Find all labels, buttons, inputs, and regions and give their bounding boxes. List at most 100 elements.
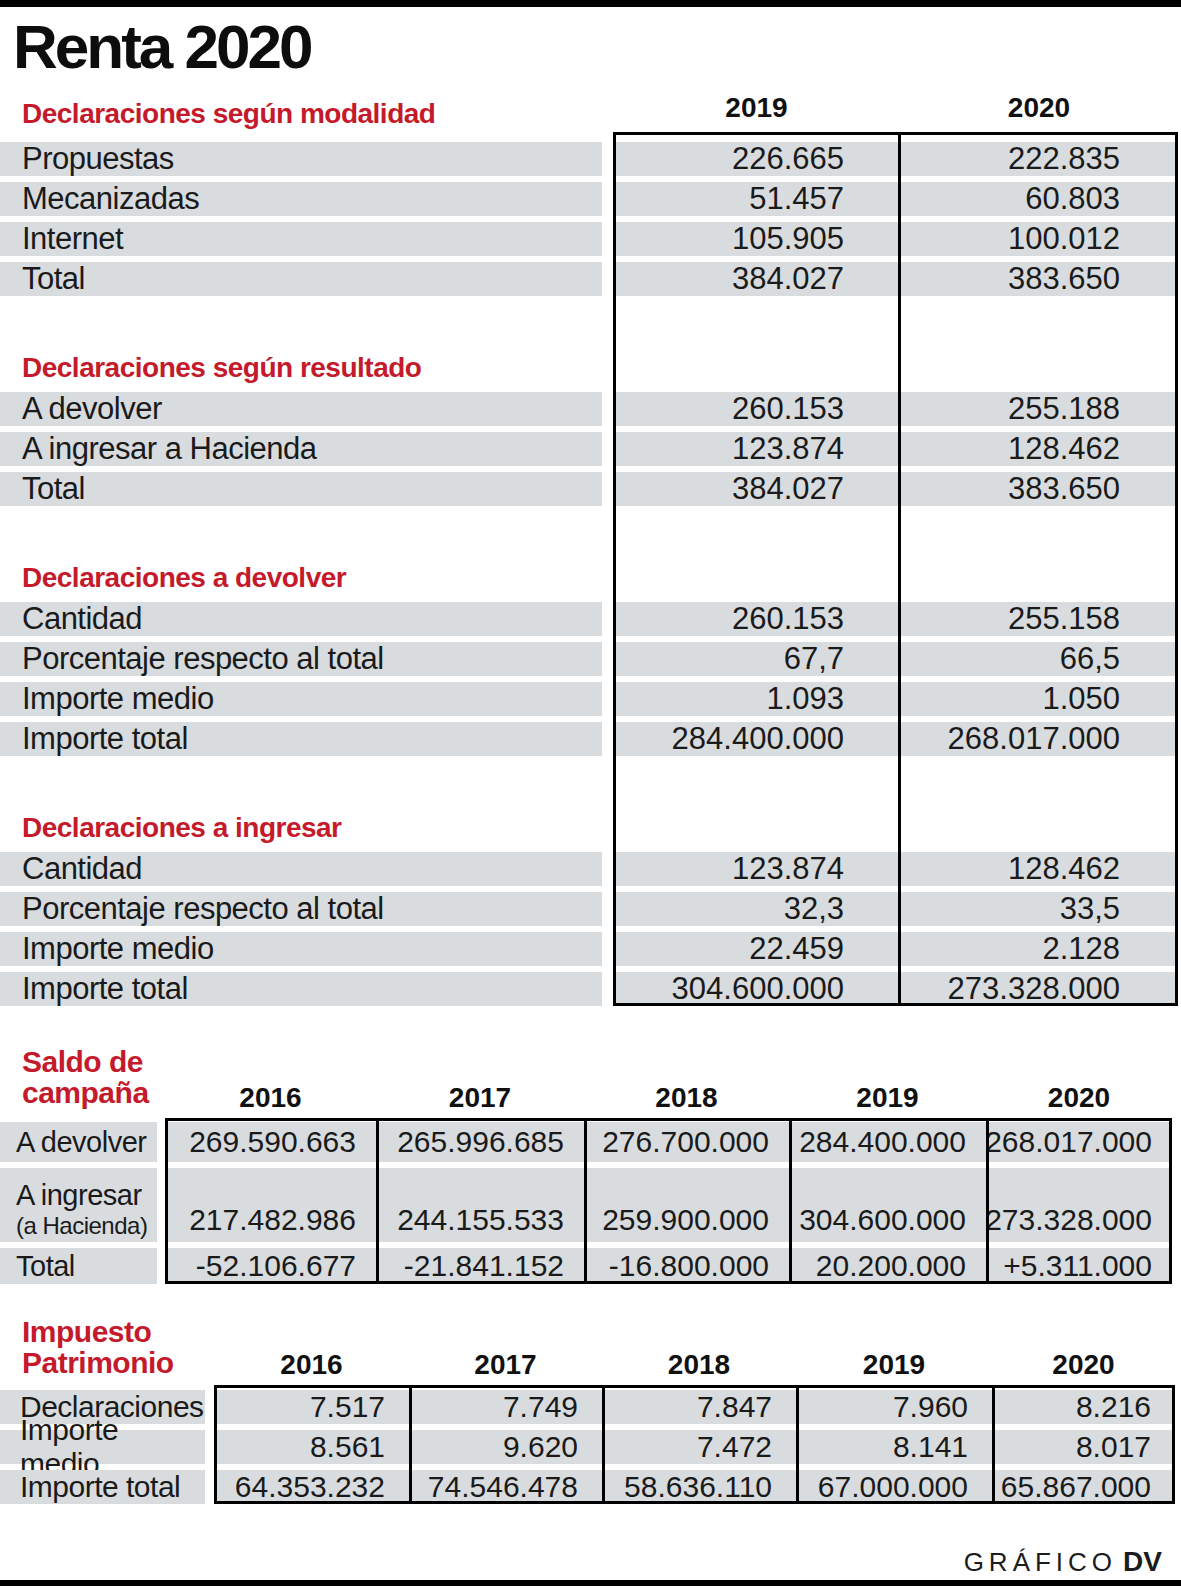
patrimonio-body: Declaraciones 7.517 7.749 7.847 7.960 8.… <box>0 1385 1181 1504</box>
table-row: Importe medio 1.093 1.050 <box>0 682 1181 716</box>
section-title-row: Declaraciones a devolver <box>0 512 1181 602</box>
page-title: Renta 2020 <box>13 16 310 78</box>
cell-value: 284.400.000 <box>613 722 900 756</box>
cell-value: 226.665 <box>613 142 900 176</box>
table-row: Importe total 284.400.000 268.017.000 <box>0 722 1181 756</box>
column-header: 2019 <box>789 1082 986 1114</box>
table-row: Importe total 64.353.232 74.546.478 58.6… <box>0 1470 1181 1504</box>
table-row: Total 384.027 383.650 <box>0 472 1181 506</box>
row-label: A devolver <box>0 1122 157 1162</box>
graphic-credit: GRÁFICODV <box>964 1546 1162 1578</box>
table-row: Total 384.027 383.650 <box>0 262 1181 296</box>
section-title-row: Declaraciones a ingresar <box>0 762 1181 852</box>
cell-value: -16.800.000 <box>584 1248 789 1284</box>
section-title: Declaraciones según resultado <box>22 352 421 384</box>
section-title: Declaraciones a ingresar <box>22 812 342 844</box>
cell-value: 22.459 <box>613 932 900 966</box>
row-label: Propuestas <box>0 142 602 176</box>
cell-value: 284.400.000 <box>789 1122 986 1162</box>
row-label: A ingresar (a Hacienda) <box>0 1168 157 1242</box>
row-label: Importe total <box>0 722 602 756</box>
row-label: A devolver <box>0 392 602 426</box>
cell-value: 67,7 <box>613 642 900 676</box>
cell-value: 32,3 <box>613 892 900 926</box>
cell-value: 273.328.000 <box>900 972 1178 1006</box>
cell-value: 20.200.000 <box>789 1248 986 1284</box>
table-row: Cantidad 260.153 255.158 <box>0 602 1181 636</box>
cell-value: 268.017.000 <box>986 1122 1172 1162</box>
row-label: Internet <box>0 222 602 256</box>
cell-value: 260.153 <box>613 602 900 636</box>
row-label: Total <box>0 472 602 506</box>
cell-value: 265.996.685 <box>376 1122 584 1162</box>
cell-value: 8.561 <box>214 1430 409 1464</box>
column-header: 2018 <box>584 1082 789 1114</box>
top-rule <box>0 0 1181 7</box>
column-header: 2017 <box>376 1082 584 1114</box>
cell-value: 383.650 <box>900 472 1178 506</box>
table-row: A devolver 269.590.663 265.996.685 276.7… <box>0 1122 1181 1162</box>
saldo-header: Saldo de campaña 2016 2017 2018 2019 202… <box>0 1042 1181 1118</box>
section-title: Saldo de campaña <box>22 1046 149 1108</box>
table-row: Importe medio 22.459 2.128 <box>0 932 1181 966</box>
patrimonio-table: Impuesto Patrimonio 2016 2017 2018 2019 … <box>0 1312 1181 1510</box>
cell-value: +5.311.000 <box>986 1248 1172 1284</box>
table-row: Mecanizadas 51.457 60.803 <box>0 182 1181 216</box>
cell-value: 2.128 <box>900 932 1178 966</box>
cell-value: 105.905 <box>613 222 900 256</box>
table-row: A ingresar (a Hacienda) 217.482.986 244.… <box>0 1168 1181 1242</box>
cell-value: -52.106.677 <box>165 1248 376 1284</box>
credit-label: GRÁFICO <box>964 1547 1117 1577</box>
table-row: Propuestas 226.665 222.835 <box>0 142 1181 176</box>
section-title-line2: campaña <box>22 1077 149 1108</box>
cell-value: 255.188 <box>900 392 1178 426</box>
cell-value: 7.960 <box>796 1390 992 1424</box>
cell-value: 128.462 <box>900 432 1178 466</box>
saldo-body: A devolver 269.590.663 265.996.685 276.7… <box>0 1118 1181 1284</box>
column-header: 2019 <box>796 1349 992 1381</box>
cell-value: 222.835 <box>900 142 1178 176</box>
cell-value: 259.900.000 <box>584 1168 789 1242</box>
cell-value: 7.749 <box>409 1390 602 1424</box>
cell-value: 60.803 <box>900 182 1178 216</box>
cell-value: 1.050 <box>900 682 1178 716</box>
cell-value: 33,5 <box>900 892 1178 926</box>
cell-value: 217.482.986 <box>165 1168 376 1242</box>
row-label: Importe medio <box>0 932 602 966</box>
cell-value: 304.600.000 <box>789 1168 986 1242</box>
section-title-line2: Patrimonio <box>22 1347 174 1378</box>
cell-value: 383.650 <box>900 262 1178 296</box>
table-row: Porcentaje respecto al total 67,7 66,5 <box>0 642 1181 676</box>
saldo-table: Saldo de campaña 2016 2017 2018 2019 202… <box>0 1042 1181 1290</box>
main-table-body: Propuestas 226.665 222.835 Mecanizadas 5… <box>0 132 1181 1006</box>
cell-value: 7.517 <box>214 1390 409 1424</box>
row-label: A ingresar a Hacienda <box>0 432 602 466</box>
patrimonio-header: Impuesto Patrimonio 2016 2017 2018 2019 … <box>0 1312 1181 1385</box>
cell-value: 100.012 <box>900 222 1178 256</box>
cell-value: 8.017 <box>992 1430 1175 1464</box>
cell-value: 123.874 <box>613 432 900 466</box>
section-title: Declaraciones según modalidad <box>22 98 435 130</box>
row-label: Mecanizadas <box>0 182 602 216</box>
row-label: Importe medio <box>0 1430 205 1464</box>
cell-value: 384.027 <box>613 472 900 506</box>
table-row: Internet 105.905 100.012 <box>0 222 1181 256</box>
row-label: Total <box>0 262 602 296</box>
cell-value: 65.867.000 <box>992 1470 1175 1504</box>
table-row: A ingresar a Hacienda 123.874 128.462 <box>0 432 1181 466</box>
section-title: Declaraciones a devolver <box>22 562 346 594</box>
row-label: Cantidad <box>0 602 602 636</box>
cell-value: 128.462 <box>900 852 1178 886</box>
cell-value: 58.636.110 <box>602 1470 796 1504</box>
cell-value: 7.472 <box>602 1430 796 1464</box>
cell-value: 8.141 <box>796 1430 992 1464</box>
cell-value: 268.017.000 <box>900 722 1178 756</box>
cell-value: 64.353.232 <box>214 1470 409 1504</box>
section-title: Impuesto Patrimonio <box>22 1316 174 1378</box>
cell-value: -21.841.152 <box>376 1248 584 1284</box>
cell-value: 255.158 <box>900 602 1178 636</box>
cell-value: 123.874 <box>613 852 900 886</box>
section-title-line1: Saldo de <box>22 1046 149 1077</box>
cell-value: 9.620 <box>409 1430 602 1464</box>
cell-value: 276.700.000 <box>584 1122 789 1162</box>
